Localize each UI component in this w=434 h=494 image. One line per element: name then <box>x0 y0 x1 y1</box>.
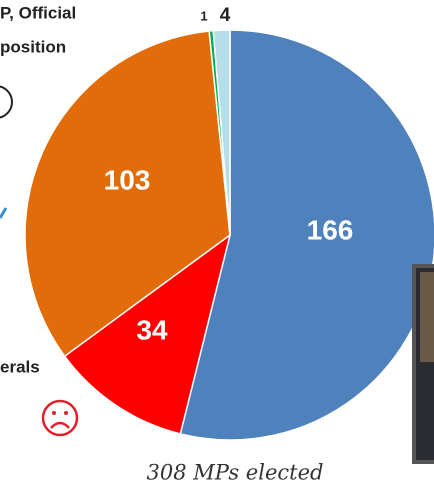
annotation: erals <box>0 357 40 376</box>
data-label: 4 <box>220 5 231 26</box>
data-label: 166 <box>307 214 354 245</box>
pie-slice <box>179 29 434 441</box>
annotation: P, Official <box>0 3 76 22</box>
data-label: 34 <box>136 314 168 345</box>
pie-slice <box>212 29 231 236</box>
pie-slice <box>63 233 232 435</box>
caption: 308 MPs elected <box>147 461 324 485</box>
icon <box>0 207 8 219</box>
sad-face-icon <box>41 399 79 437</box>
pie-slice <box>24 30 231 358</box>
icon <box>0 85 13 119</box>
data-label: 103 <box>104 164 151 195</box>
photo <box>420 272 434 362</box>
annotation: position <box>0 37 66 56</box>
data-label: 1 <box>200 8 207 23</box>
pie <box>24 29 434 441</box>
